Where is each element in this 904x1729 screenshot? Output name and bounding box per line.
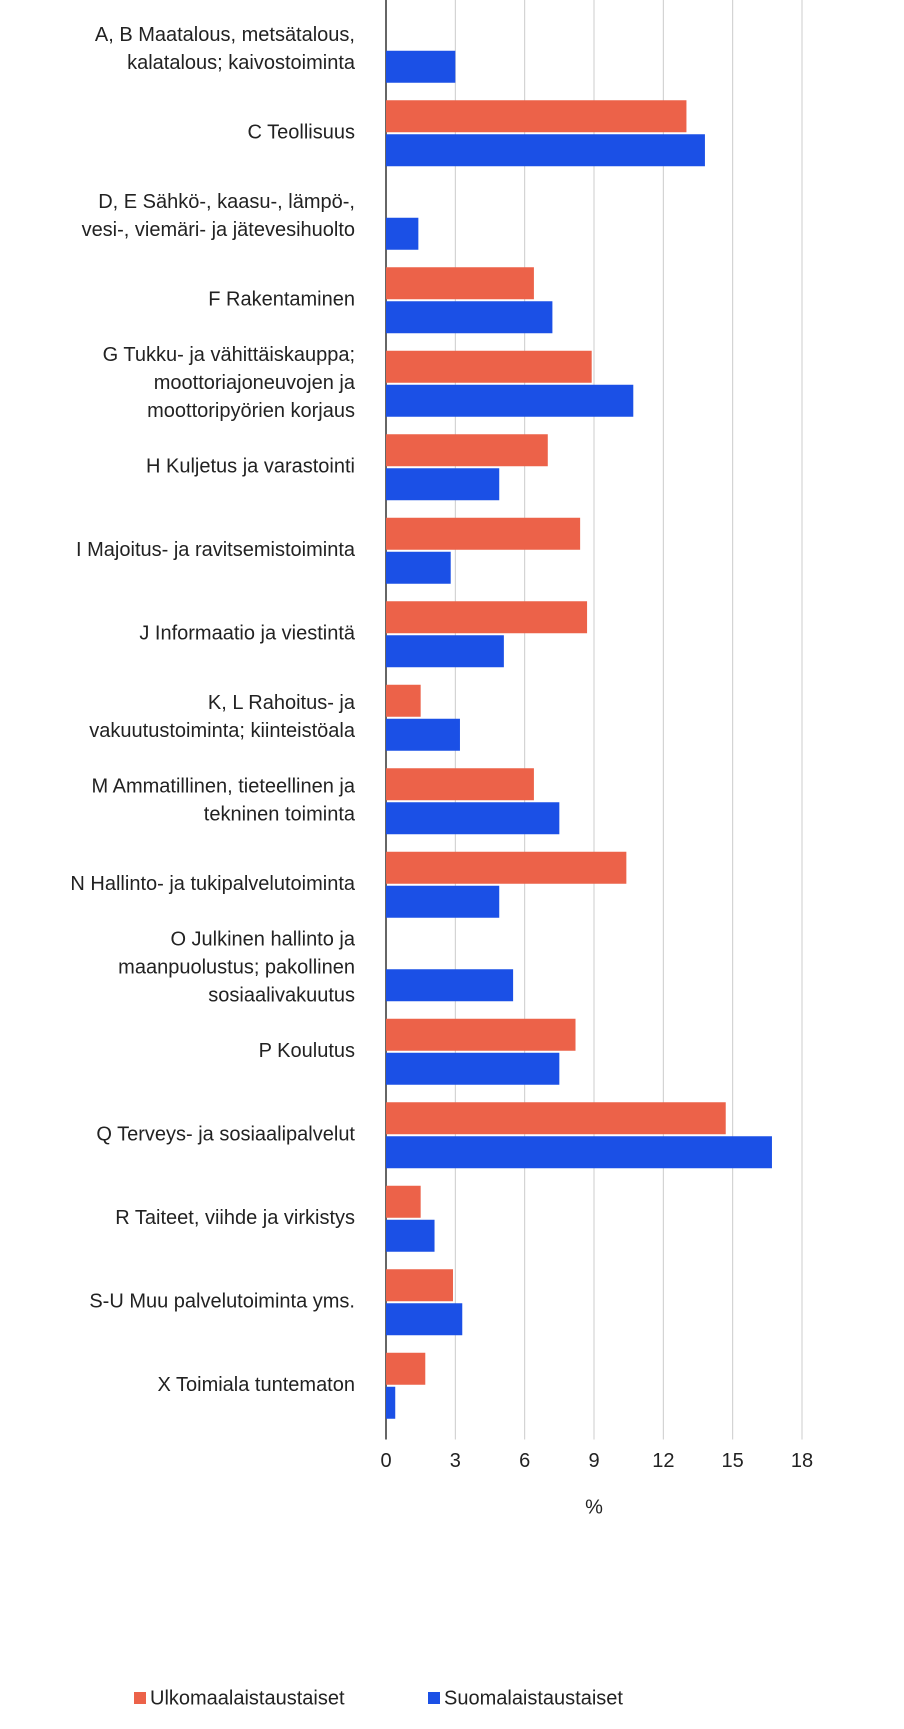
y-tick-label: vakuutustoiminta; kiinteistöala [89, 720, 356, 742]
bar [386, 50, 456, 83]
bar [386, 134, 705, 167]
bar [386, 802, 560, 835]
x-tick-label: 6 [519, 1450, 530, 1472]
bar [386, 1269, 454, 1302]
y-tick-label: kalatalous; kaivostoiminta [127, 52, 356, 74]
bar [386, 851, 627, 884]
bar [386, 1185, 421, 1218]
bar [386, 1219, 435, 1252]
bar [386, 384, 634, 417]
bar [386, 601, 588, 634]
legend-swatch [134, 1692, 146, 1704]
y-tick-label: R Taiteet, viihde ja virkistys [115, 1207, 355, 1229]
y-tick-label: P Koulutus [259, 1040, 355, 1062]
y-tick-label: moottoriajoneuvojen ja [154, 372, 356, 394]
bar [386, 217, 419, 250]
legend-label: Suomalaistaustaiset [444, 1687, 623, 1709]
bar [386, 635, 504, 668]
x-tick-label: 12 [652, 1450, 674, 1472]
x-tick-label: 9 [588, 1450, 599, 1472]
y-tick-label: G Tukku- ja vähittäiskauppa; [103, 344, 355, 366]
y-tick-label: H Kuljetus ja varastointi [146, 456, 355, 478]
bar [386, 350, 592, 383]
x-tick-label: 0 [380, 1450, 391, 1472]
bar [386, 885, 500, 918]
y-tick-label: K, L Rahoitus- ja [208, 692, 356, 714]
bar [386, 1018, 576, 1051]
bar [386, 468, 500, 501]
bar [386, 1102, 726, 1135]
x-axis-label: % [585, 1496, 603, 1518]
y-tick-label: N Hallinto- ja tukipalvelutoiminta [70, 873, 355, 895]
bar [386, 517, 581, 550]
bar [386, 1052, 560, 1085]
y-tick-label: C Teollisuus [248, 122, 355, 144]
x-tick-label: 3 [450, 1450, 461, 1472]
y-tick-label: moottoripyörien korjaus [147, 400, 355, 422]
y-tick-label: J Informaatio ja viestintä [139, 623, 356, 645]
legend-label: Ulkomaalaistaustaiset [150, 1687, 345, 1709]
bar [386, 684, 421, 717]
y-tick-label: S-U Muu palvelutoiminta yms. [89, 1291, 355, 1313]
y-tick-label: M Ammatillinen, tieteellinen ja [92, 776, 356, 798]
legend-swatch [428, 1692, 440, 1704]
bar [386, 100, 687, 133]
x-tick-label: 18 [791, 1450, 813, 1472]
x-tick-label: 15 [722, 1450, 744, 1472]
bar [386, 1386, 396, 1419]
y-tick-label: D, E Sähkö-, kaasu-, lämpö-, [98, 191, 355, 213]
bar [386, 1352, 426, 1385]
y-tick-label: I Majoitus- ja ravitsemistoiminta [76, 539, 356, 561]
y-tick-label: A, B Maatalous, metsätalous, [95, 24, 355, 46]
y-tick-label: vesi-, viemäri- ja jätevesihuolto [82, 219, 355, 241]
y-tick-label: X Toimiala tuntematon [157, 1374, 355, 1396]
bar [386, 434, 548, 467]
bar [386, 969, 514, 1002]
bar [386, 551, 451, 584]
bar [386, 301, 553, 334]
bar [386, 768, 534, 801]
y-tick-label: maanpuolustus; pakollinen [118, 957, 355, 979]
bar [386, 718, 460, 751]
bar [386, 1303, 463, 1336]
bar [386, 1136, 772, 1169]
y-tick-label: tekninen toiminta [204, 804, 356, 826]
y-tick-label: F Rakentaminen [208, 289, 355, 311]
y-tick-label: Q Terveys- ja sosiaalipalvelut [96, 1124, 355, 1146]
y-tick-label: O Julkinen hallinto ja [170, 929, 355, 951]
bar [386, 267, 534, 300]
y-tick-label: sosiaalivakuutus [208, 985, 355, 1007]
